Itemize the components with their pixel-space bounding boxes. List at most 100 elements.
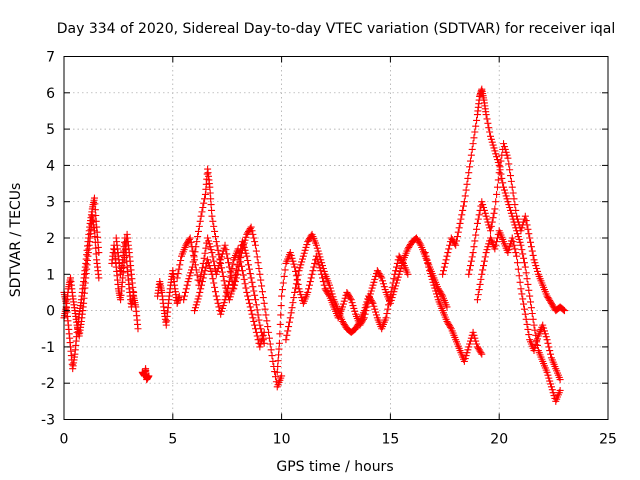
- data-point: [250, 287, 258, 295]
- data-point: [388, 283, 396, 291]
- data-point: [243, 252, 251, 260]
- data-point: [245, 265, 253, 273]
- data-point: [216, 255, 224, 263]
- data-point: [260, 328, 268, 336]
- data-point: [545, 295, 553, 303]
- data-point: [523, 221, 531, 229]
- data-point: [339, 300, 347, 308]
- data-point: [235, 249, 243, 257]
- data-point: [220, 277, 228, 285]
- data-point: [224, 254, 232, 262]
- data-point: [493, 183, 501, 191]
- data-point: [394, 273, 402, 281]
- data-point: [248, 278, 256, 286]
- data-point: [527, 304, 535, 312]
- data-point: [282, 336, 290, 344]
- data-point: [220, 299, 228, 307]
- series-arc-g: [173, 223, 286, 391]
- data-point: [393, 276, 401, 284]
- series-arc-i: [191, 245, 268, 351]
- data-point: [298, 258, 306, 266]
- data-point: [263, 317, 271, 325]
- data-point: [204, 234, 212, 242]
- data-point: [293, 275, 301, 283]
- data-point: [465, 270, 473, 278]
- data-point: [300, 249, 308, 257]
- data-point: [292, 280, 300, 288]
- data-point: [192, 243, 200, 251]
- data-point: [442, 256, 450, 264]
- series-arc-m: [439, 85, 564, 405]
- data-point: [524, 325, 532, 333]
- data-point: [229, 260, 237, 268]
- data-point: [531, 326, 539, 334]
- data-point: [542, 333, 550, 341]
- data-point: [490, 209, 498, 217]
- data-point: [467, 151, 475, 159]
- data-point: [477, 349, 485, 357]
- data-point: [204, 259, 212, 267]
- data-point: [502, 192, 510, 200]
- data-point: [443, 303, 451, 311]
- data-point: [231, 276, 239, 284]
- data-point: [220, 244, 228, 252]
- data-point: [454, 228, 462, 236]
- data-point: [370, 302, 378, 310]
- data-point: [491, 205, 499, 213]
- data-point: [278, 372, 286, 380]
- data-point: [343, 288, 351, 296]
- data-point: [226, 273, 234, 281]
- data-point: [200, 199, 208, 207]
- data-point: [221, 296, 229, 304]
- data-point: [518, 224, 526, 232]
- data-point: [371, 305, 379, 313]
- data-point: [483, 246, 491, 254]
- data-point: [466, 262, 474, 270]
- data-point: [476, 347, 484, 355]
- data-point: [493, 153, 501, 161]
- data-point: [500, 186, 508, 194]
- data-point: [242, 233, 250, 241]
- data-point: [239, 241, 247, 249]
- data-point: [200, 270, 208, 278]
- data-point: [199, 204, 207, 212]
- data-point: [532, 341, 540, 349]
- data-point: [370, 278, 378, 286]
- data-point: [500, 183, 508, 191]
- data-point: [507, 177, 515, 185]
- data-point: [233, 270, 241, 278]
- data-point: [446, 241, 454, 249]
- data-point: [505, 246, 513, 254]
- data-point: [258, 334, 266, 342]
- data-point: [205, 240, 213, 248]
- data-point: [296, 264, 304, 272]
- data-point: [353, 322, 361, 330]
- data-point: [251, 296, 259, 304]
- data-point: [262, 311, 270, 319]
- data-point: [175, 265, 183, 273]
- data-point: [197, 285, 205, 293]
- data-point: [547, 350, 555, 358]
- data-point: [287, 251, 295, 259]
- data-point: [404, 270, 412, 278]
- data-point: [520, 215, 528, 223]
- data-point: [456, 219, 464, 227]
- data-point: [186, 272, 194, 280]
- data-point: [455, 224, 463, 232]
- data-point: [437, 289, 445, 297]
- data-point: [474, 291, 482, 299]
- data-point: [355, 319, 363, 327]
- data-point: [229, 284, 237, 292]
- data-point: [469, 140, 477, 148]
- series-arc-o: [473, 227, 564, 384]
- data-point: [374, 268, 382, 276]
- data-point: [520, 259, 528, 267]
- data-point: [304, 288, 312, 296]
- data-point: [250, 317, 258, 325]
- data-point: [218, 268, 226, 276]
- data-point: [211, 233, 219, 241]
- data-point: [519, 250, 527, 258]
- data-point: [533, 267, 541, 275]
- data-point: [339, 303, 347, 311]
